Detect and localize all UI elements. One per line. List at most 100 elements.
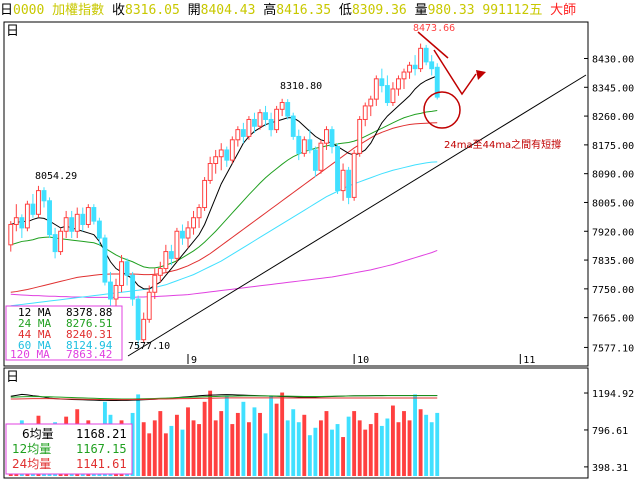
volume-tick-label: 796.61 [592,426,628,437]
volume-bar [413,394,418,476]
candle-body [318,142,324,171]
volume-bar [379,425,384,476]
ma-lines [10,75,438,307]
support-trendline[interactable] [127,74,587,357]
candle-body [346,169,352,198]
close-label: 收 [112,3,126,18]
candle-body [412,64,418,70]
candle-body [301,139,307,154]
candle-body [434,66,440,98]
volume-ma-lines [10,393,438,402]
close-value: 8316.05 [125,3,180,18]
candle-body [91,207,97,222]
volume-bar [285,420,290,476]
candle-body [335,146,340,192]
price-tick-label: 7577.10 [592,343,634,354]
volume-bar [280,392,285,476]
ma-legend: 12 MA 8378.88 24 MA 8276.51 44 MA 8240.3… [10,306,113,361]
volume-value: 980.33 [427,3,475,18]
candle-body [74,213,80,232]
candle-body [213,156,219,165]
quote-header: 日0000 加權指數 收8316.05 開8404.43 高8416.35 低8… [0,0,640,22]
volume-bar [235,412,240,476]
volume-bar [241,401,246,476]
volume-bar [296,422,301,476]
volume-tick-label: 398.31 [592,463,628,474]
high-label: 高 [263,3,277,18]
candle-body [207,163,213,181]
volume-bar [368,424,373,476]
candle-body [119,261,124,286]
volume-bar [435,412,440,476]
volume-bar [390,405,395,476]
volume-bar [197,424,202,476]
ma12-line [10,75,438,290]
volume-bar [169,425,174,476]
vol-ma12-label: 12均量 [12,442,51,456]
volume-bar [302,414,307,476]
candle-body [130,274,136,300]
ma24-line [10,109,438,269]
ma44-label: 44 MA [18,328,51,341]
month-tick-label: 11 [523,355,535,366]
period-label[interactable]: 日 [0,3,14,18]
candle-body [240,129,246,137]
volume-bar [363,429,368,476]
candle-body [24,203,30,229]
candle-body [224,149,230,161]
candle-body [423,47,429,63]
candle-body [96,220,102,239]
candle-body [252,118,257,127]
left-mark: 8054.29 [35,171,77,182]
candle-body [168,251,174,259]
candle-body [185,227,191,239]
candle-body [80,213,86,225]
candle-body [329,129,335,148]
ma44-value: 8240.31 [66,328,112,341]
volume-bar [341,437,346,476]
candle-body [19,217,25,229]
candle-body [196,207,202,219]
low-mark: 7577.10 [128,341,170,352]
volume-bar [385,418,390,476]
price-tick-label: 8430.00 [592,54,634,65]
support-circle [423,91,461,129]
price-axis: 8430.00 8345.00 8260.00 8175.00 8090.00 8005.… [584,54,634,354]
candle-body [174,230,180,259]
candle-body [8,223,14,246]
volume-bar [374,412,379,476]
candle-body [30,203,36,215]
candle-body [429,61,435,70]
price-tick-label: 8175.00 [592,141,634,152]
open-label: 開 [187,3,201,18]
candle-body [202,179,208,209]
candle-body [368,98,374,107]
volume-bar [174,414,179,476]
volume-bar [429,422,434,476]
candle-body [47,200,52,236]
candle-body [157,268,163,276]
volume-bar [152,420,157,476]
volume-bar [274,403,279,476]
candle-body [52,234,58,253]
price-panel-corner-label: 日 [6,24,19,39]
volume-tick-label: 1194.92 [592,389,634,400]
price-tick-label: 8345.00 [592,83,634,94]
support-annotation: 24ma至44ma之間有短撐 [444,138,561,151]
vol-ma6-label: 6均量 [22,427,54,441]
volume-bar [346,416,351,476]
high-value: 8416.35 [276,3,332,18]
downtrend-arrow-line [417,31,449,59]
volume-bar [230,424,235,476]
stock-name: 加權指數 [52,3,105,18]
brand-label: 大師 [550,3,577,18]
volume-bar [180,429,185,476]
candle-body [390,88,396,104]
volume-bar [258,412,262,476]
candle-body [108,281,113,300]
low-value: 8309.36 [351,3,407,18]
candle-body [340,169,346,192]
volume-bar [263,433,268,476]
candle-body [307,139,313,151]
